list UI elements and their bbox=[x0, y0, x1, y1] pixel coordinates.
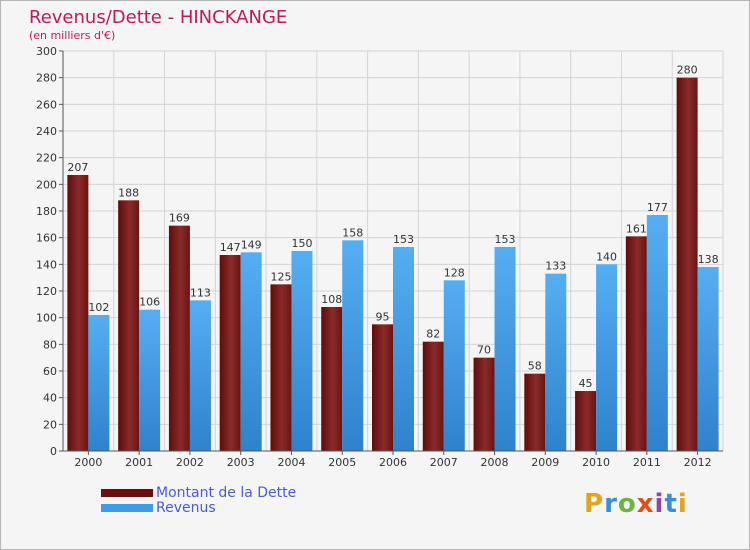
bar-revenus bbox=[545, 273, 567, 451]
logo-letter: r bbox=[604, 489, 618, 519]
data-label: 128 bbox=[444, 266, 465, 279]
x-tick-label: 2007 bbox=[430, 456, 458, 469]
y-tick-label: 240 bbox=[36, 125, 57, 138]
data-label: 58 bbox=[528, 360, 542, 373]
data-label: 169 bbox=[169, 212, 190, 225]
logo-letter: i bbox=[654, 489, 665, 519]
x-tick-label: 2008 bbox=[481, 456, 509, 469]
y-tick-label: 220 bbox=[36, 152, 57, 165]
logo-letter: P bbox=[584, 489, 605, 519]
y-tick-label: 140 bbox=[36, 258, 57, 271]
bar-revenus bbox=[88, 315, 110, 451]
data-label: 106 bbox=[139, 296, 160, 309]
x-tick-label: 2010 bbox=[582, 456, 610, 469]
y-tick-label: 260 bbox=[36, 98, 57, 111]
bar-revenus bbox=[139, 309, 161, 451]
x-tick-label: 2004 bbox=[277, 456, 305, 469]
bar-dette bbox=[372, 324, 393, 451]
data-label: 125 bbox=[270, 270, 291, 283]
y-tick-label: 60 bbox=[43, 365, 57, 378]
x-tick-label: 2006 bbox=[379, 456, 407, 469]
data-label: 149 bbox=[241, 238, 262, 251]
bar-dette bbox=[270, 284, 292, 451]
bar-revenus bbox=[240, 252, 262, 451]
data-label: 207 bbox=[67, 161, 88, 174]
data-label: 70 bbox=[477, 344, 491, 357]
data-label: 280 bbox=[677, 64, 698, 77]
proxiti-logo: Proxiti bbox=[584, 489, 688, 519]
bar-dette bbox=[168, 225, 190, 451]
chart-title: Revenus/Dette - HINCKANGE bbox=[29, 7, 288, 28]
data-label: 158 bbox=[342, 226, 363, 239]
data-label: 150 bbox=[291, 237, 312, 250]
data-label: 133 bbox=[545, 260, 566, 273]
data-label: 82 bbox=[426, 328, 440, 341]
y-tick-label: 20 bbox=[43, 418, 57, 431]
y-tick-label: 180 bbox=[36, 205, 57, 218]
bar-dette bbox=[524, 373, 546, 451]
bar-dette bbox=[473, 357, 495, 451]
data-label: 113 bbox=[190, 286, 211, 299]
legend-swatch-dette bbox=[101, 489, 153, 497]
legend-label-revenus: Revenus bbox=[156, 500, 216, 516]
data-label: 161 bbox=[626, 222, 647, 235]
bar-dette bbox=[67, 175, 89, 451]
x-tick-label: 2003 bbox=[227, 456, 255, 469]
bar-dette bbox=[422, 341, 444, 451]
data-label: 153 bbox=[495, 233, 516, 246]
bar-dette bbox=[676, 77, 698, 452]
y-tick-label: 40 bbox=[43, 392, 57, 405]
y-tick-label: 100 bbox=[36, 312, 57, 325]
x-tick-label: 2002 bbox=[176, 456, 204, 469]
logo-letter: i bbox=[677, 489, 688, 519]
bar-revenus bbox=[494, 247, 516, 451]
data-label: 188 bbox=[118, 186, 139, 199]
bar-revenus bbox=[646, 215, 668, 451]
data-label: 177 bbox=[647, 201, 668, 214]
x-tick-label: 2005 bbox=[328, 456, 356, 469]
x-tick-label: 2012 bbox=[684, 456, 712, 469]
y-tick-label: 120 bbox=[36, 285, 57, 298]
y-tick-label: 300 bbox=[36, 45, 57, 58]
bar-revenus bbox=[393, 247, 414, 451]
x-tick-label: 2000 bbox=[74, 456, 102, 469]
x-tick-label: 2009 bbox=[531, 456, 559, 469]
logo-letter: x bbox=[636, 489, 655, 519]
y-tick-label: 280 bbox=[36, 72, 57, 85]
y-tick-label: 160 bbox=[36, 232, 57, 245]
logo-letter: o bbox=[617, 489, 637, 519]
bar-revenus bbox=[697, 267, 719, 451]
bar-dette bbox=[625, 236, 647, 451]
x-tick-label: 2001 bbox=[125, 456, 153, 469]
bar-dette bbox=[321, 307, 343, 451]
bar-dette bbox=[219, 255, 241, 451]
chart-subtitle: (en milliers d'€) bbox=[29, 29, 116, 42]
y-tick-label: 200 bbox=[36, 178, 57, 191]
bar-revenus bbox=[596, 264, 618, 451]
data-label: 45 bbox=[579, 377, 593, 390]
legend-label-dette: Montant de la Dette bbox=[156, 485, 297, 501]
x-tick-label: 2011 bbox=[633, 456, 661, 469]
bar-dette bbox=[118, 200, 140, 451]
data-label: 140 bbox=[596, 250, 617, 263]
data-label: 102 bbox=[88, 301, 109, 314]
bar-revenus bbox=[342, 240, 364, 451]
legend-swatch-revenus bbox=[101, 504, 153, 512]
data-label: 138 bbox=[698, 253, 719, 266]
data-label: 95 bbox=[376, 310, 390, 323]
bar-revenus bbox=[291, 251, 313, 451]
data-label: 108 bbox=[321, 293, 342, 306]
y-tick-label: 80 bbox=[43, 338, 57, 351]
logo-letter: t bbox=[664, 489, 678, 519]
data-label: 147 bbox=[220, 241, 241, 254]
data-label: 153 bbox=[393, 233, 414, 246]
bar-revenus bbox=[189, 300, 211, 451]
y-tick-label: 0 bbox=[50, 445, 57, 458]
bar-dette bbox=[575, 391, 597, 451]
bar-revenus bbox=[443, 280, 465, 451]
